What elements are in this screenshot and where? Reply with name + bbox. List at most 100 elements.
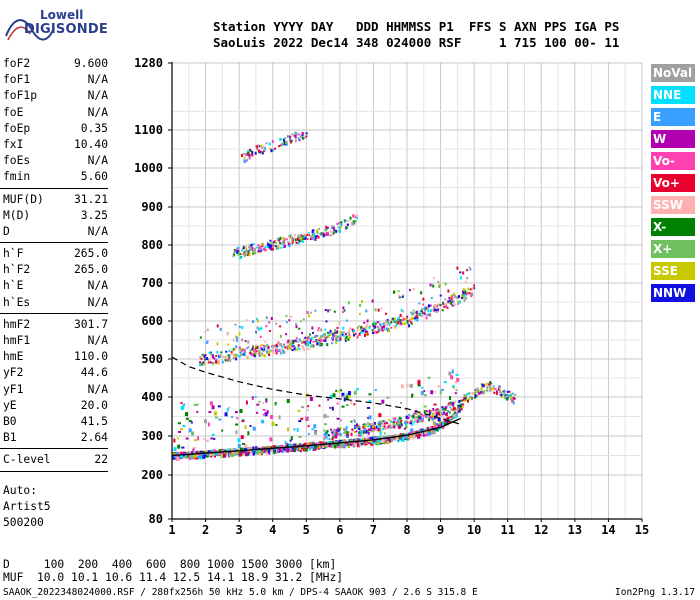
echo-point (222, 355, 225, 358)
echo-point (309, 397, 313, 402)
echo-point (456, 377, 460, 382)
echo-point (514, 393, 517, 396)
echo-point (250, 243, 253, 246)
echo-point (418, 312, 421, 316)
echo-point (277, 341, 280, 344)
echo-point (324, 435, 327, 438)
echo-point (295, 323, 298, 326)
echo-point (342, 306, 345, 310)
echo-point (180, 401, 183, 404)
echo-point (358, 332, 361, 336)
echo-point (290, 236, 293, 239)
echo-point (448, 296, 451, 299)
echo-point (199, 336, 202, 339)
echo-point (329, 329, 332, 333)
echo-point (401, 437, 405, 442)
echo-point (443, 422, 447, 425)
echo-point (298, 139, 301, 142)
echo-point (332, 226, 335, 229)
auto-label-text: Auto: (3, 483, 38, 497)
echo-point (270, 414, 274, 419)
echo-point (279, 242, 282, 245)
echo-point (289, 344, 292, 347)
echo-point (259, 150, 262, 153)
echo-point (451, 369, 454, 374)
echo-point (330, 342, 333, 345)
echo-point (386, 396, 390, 399)
echo-point (275, 348, 278, 351)
echo-point (296, 237, 299, 241)
echo-point (316, 234, 319, 237)
echo-point (290, 315, 293, 318)
echo-point (356, 326, 359, 329)
echo-point (374, 389, 377, 392)
param-row-he: h`E N/A (0, 278, 112, 294)
echo-point (383, 328, 386, 331)
echo-point (512, 401, 515, 405)
echo-point (269, 239, 272, 242)
y-tick-label: 600 (141, 314, 163, 328)
echo-point (378, 420, 381, 424)
echo-point (432, 277, 435, 280)
param-separator (0, 448, 108, 450)
echo-point (263, 149, 266, 152)
echo-point (337, 428, 340, 432)
echo-point (335, 431, 338, 434)
echo-point (265, 398, 268, 403)
echo-point (363, 327, 366, 330)
auto-label: Auto: (0, 483, 112, 499)
echo-point (236, 250, 239, 254)
echo-point (359, 328, 362, 331)
echo-point (372, 424, 375, 427)
echo-point (198, 453, 202, 456)
echo-point (281, 449, 284, 454)
echo-point (314, 334, 317, 338)
echo-point (243, 251, 246, 255)
echo-point (374, 428, 377, 431)
echo-point (334, 444, 337, 449)
code-label-text: 500200 (3, 515, 44, 529)
echo-point (265, 350, 268, 354)
echo-point (234, 323, 237, 326)
echo-point (354, 425, 357, 428)
echo-point (241, 338, 244, 342)
echo-point (242, 152, 245, 155)
echo-point (251, 398, 254, 401)
echo-point (445, 421, 449, 426)
echo-point (255, 346, 258, 349)
echo-point (489, 382, 492, 385)
param-row-fxi: fxI 10.40 (0, 137, 112, 153)
echo-point (333, 428, 336, 432)
param-row-fof1: foF1 N/A (0, 72, 112, 88)
echo-point (317, 227, 320, 230)
echo-point (348, 391, 352, 396)
echo-point (415, 411, 418, 415)
echo-point (340, 333, 343, 337)
echo-point (462, 271, 465, 275)
echo-point (230, 350, 233, 353)
echo-point (196, 454, 199, 457)
echo-point (229, 358, 232, 362)
echo-point (264, 340, 267, 343)
echo-point (173, 438, 176, 443)
echo-point (386, 425, 389, 429)
x-tick-label: 10 (467, 523, 481, 537)
echo-point (336, 222, 339, 225)
echo-point (398, 296, 401, 299)
echo-point (408, 413, 411, 416)
echo-point (424, 431, 427, 434)
echo-point (455, 389, 458, 392)
echo-point (476, 389, 479, 393)
echo-point (311, 445, 315, 450)
echo-point (357, 434, 360, 437)
echo-point (218, 418, 222, 421)
echo-point (442, 411, 445, 415)
echo-point (327, 231, 330, 235)
echo-point (453, 414, 456, 417)
echo-point (203, 358, 206, 361)
echo-point (373, 421, 376, 425)
echo-point (377, 425, 380, 428)
echo-point (260, 353, 263, 356)
echo-point (296, 447, 299, 450)
echo-point (368, 441, 371, 444)
